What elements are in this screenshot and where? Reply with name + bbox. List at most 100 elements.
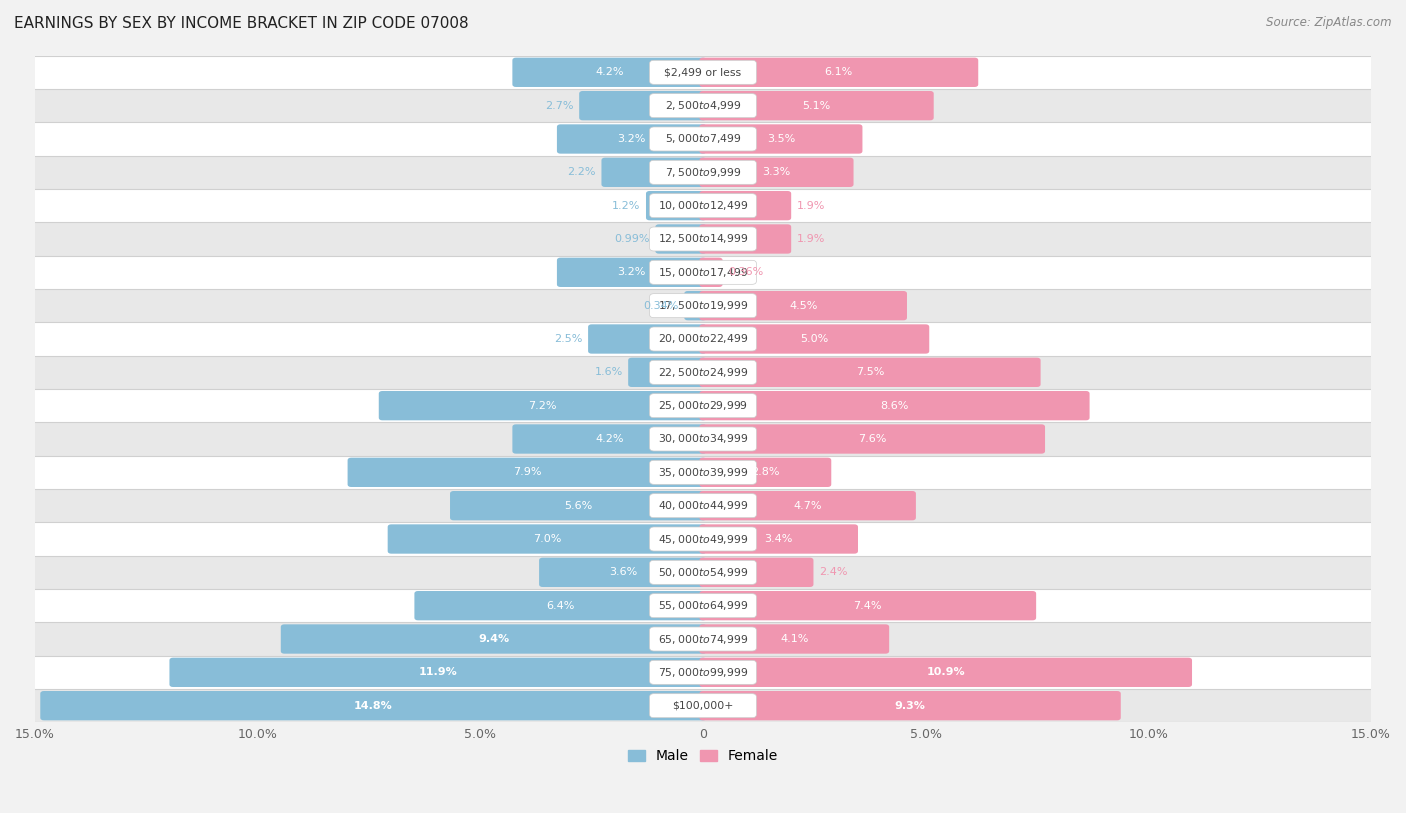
Text: 4.2%: 4.2% (595, 434, 624, 444)
FancyBboxPatch shape (699, 91, 934, 120)
Text: 2.8%: 2.8% (751, 467, 779, 477)
FancyBboxPatch shape (35, 422, 1371, 455)
Text: 6.4%: 6.4% (547, 601, 575, 611)
Text: 7.5%: 7.5% (856, 367, 884, 377)
FancyBboxPatch shape (650, 427, 756, 451)
Text: 6.1%: 6.1% (825, 67, 853, 77)
Text: 4.7%: 4.7% (793, 501, 823, 511)
Text: Source: ZipAtlas.com: Source: ZipAtlas.com (1267, 16, 1392, 29)
FancyBboxPatch shape (699, 524, 858, 554)
FancyBboxPatch shape (415, 591, 707, 620)
Text: 7.0%: 7.0% (533, 534, 561, 544)
FancyBboxPatch shape (35, 655, 1371, 689)
Text: 1.2%: 1.2% (612, 201, 641, 211)
Text: EARNINGS BY SEX BY INCOME BRACKET IN ZIP CODE 07008: EARNINGS BY SEX BY INCOME BRACKET IN ZIP… (14, 16, 468, 31)
FancyBboxPatch shape (685, 291, 707, 320)
Text: 7.4%: 7.4% (853, 601, 882, 611)
Text: 2.5%: 2.5% (554, 334, 582, 344)
FancyBboxPatch shape (650, 93, 756, 118)
FancyBboxPatch shape (588, 324, 707, 354)
FancyBboxPatch shape (347, 458, 707, 487)
Text: 3.3%: 3.3% (762, 167, 790, 177)
Text: $2,499 or less: $2,499 or less (665, 67, 741, 77)
Text: 5.1%: 5.1% (803, 101, 831, 111)
Text: $50,000 to $54,999: $50,000 to $54,999 (658, 566, 748, 579)
FancyBboxPatch shape (35, 289, 1371, 322)
FancyBboxPatch shape (35, 322, 1371, 355)
FancyBboxPatch shape (557, 124, 707, 154)
Text: $55,000 to $64,999: $55,000 to $64,999 (658, 599, 748, 612)
FancyBboxPatch shape (650, 460, 756, 485)
Text: 2.7%: 2.7% (546, 101, 574, 111)
Text: $40,000 to $44,999: $40,000 to $44,999 (658, 499, 748, 512)
FancyBboxPatch shape (602, 158, 707, 187)
FancyBboxPatch shape (699, 124, 862, 154)
FancyBboxPatch shape (557, 258, 707, 287)
Text: 11.9%: 11.9% (419, 667, 457, 677)
FancyBboxPatch shape (699, 658, 1192, 687)
FancyBboxPatch shape (699, 158, 853, 187)
Text: 4.1%: 4.1% (780, 634, 808, 644)
FancyBboxPatch shape (35, 455, 1371, 489)
Text: 2.4%: 2.4% (818, 567, 848, 577)
FancyBboxPatch shape (650, 593, 756, 618)
FancyBboxPatch shape (388, 524, 707, 554)
Text: 3.6%: 3.6% (609, 567, 637, 577)
Text: 9.4%: 9.4% (478, 634, 509, 644)
FancyBboxPatch shape (35, 689, 1371, 722)
FancyBboxPatch shape (450, 491, 707, 520)
FancyBboxPatch shape (699, 591, 1036, 620)
FancyBboxPatch shape (699, 691, 1121, 720)
Text: 1.6%: 1.6% (595, 367, 623, 377)
Text: 2.2%: 2.2% (568, 167, 596, 177)
FancyBboxPatch shape (699, 291, 907, 320)
Text: $35,000 to $39,999: $35,000 to $39,999 (658, 466, 748, 479)
FancyBboxPatch shape (35, 222, 1371, 255)
FancyBboxPatch shape (699, 358, 1040, 387)
FancyBboxPatch shape (35, 255, 1371, 289)
FancyBboxPatch shape (699, 458, 831, 487)
FancyBboxPatch shape (650, 327, 756, 351)
FancyBboxPatch shape (281, 624, 707, 654)
FancyBboxPatch shape (699, 391, 1090, 420)
Text: $65,000 to $74,999: $65,000 to $74,999 (658, 633, 748, 646)
FancyBboxPatch shape (538, 558, 707, 587)
Text: $12,500 to $14,999: $12,500 to $14,999 (658, 233, 748, 246)
FancyBboxPatch shape (170, 658, 707, 687)
Text: $22,500 to $24,999: $22,500 to $24,999 (658, 366, 748, 379)
FancyBboxPatch shape (35, 389, 1371, 422)
FancyBboxPatch shape (512, 58, 707, 87)
Text: 0.34%: 0.34% (644, 301, 679, 311)
Text: 3.2%: 3.2% (617, 267, 645, 277)
Text: 1.9%: 1.9% (797, 234, 825, 244)
Text: 7.9%: 7.9% (513, 467, 541, 477)
Text: $5,000 to $7,499: $5,000 to $7,499 (665, 133, 741, 146)
FancyBboxPatch shape (512, 424, 707, 454)
FancyBboxPatch shape (699, 424, 1045, 454)
FancyBboxPatch shape (35, 555, 1371, 589)
FancyBboxPatch shape (699, 624, 889, 654)
Text: $17,500 to $19,999: $17,500 to $19,999 (658, 299, 748, 312)
FancyBboxPatch shape (35, 155, 1371, 189)
Text: 5.0%: 5.0% (800, 334, 828, 344)
FancyBboxPatch shape (35, 122, 1371, 155)
Text: 3.2%: 3.2% (617, 134, 645, 144)
Text: $30,000 to $34,999: $30,000 to $34,999 (658, 433, 748, 446)
Text: 9.3%: 9.3% (894, 701, 925, 711)
FancyBboxPatch shape (650, 693, 756, 718)
FancyBboxPatch shape (650, 227, 756, 251)
FancyBboxPatch shape (41, 691, 707, 720)
Text: $10,000 to $12,499: $10,000 to $12,499 (658, 199, 748, 212)
Text: 10.9%: 10.9% (927, 667, 965, 677)
FancyBboxPatch shape (35, 189, 1371, 222)
FancyBboxPatch shape (699, 491, 915, 520)
Text: $2,500 to $4,999: $2,500 to $4,999 (665, 99, 741, 112)
FancyBboxPatch shape (650, 660, 756, 685)
FancyBboxPatch shape (699, 558, 814, 587)
Legend: Male, Female: Male, Female (623, 744, 783, 769)
FancyBboxPatch shape (650, 260, 756, 285)
Text: 5.6%: 5.6% (564, 501, 592, 511)
Text: $75,000 to $99,999: $75,000 to $99,999 (658, 666, 748, 679)
Text: $45,000 to $49,999: $45,000 to $49,999 (658, 533, 748, 546)
FancyBboxPatch shape (628, 358, 707, 387)
